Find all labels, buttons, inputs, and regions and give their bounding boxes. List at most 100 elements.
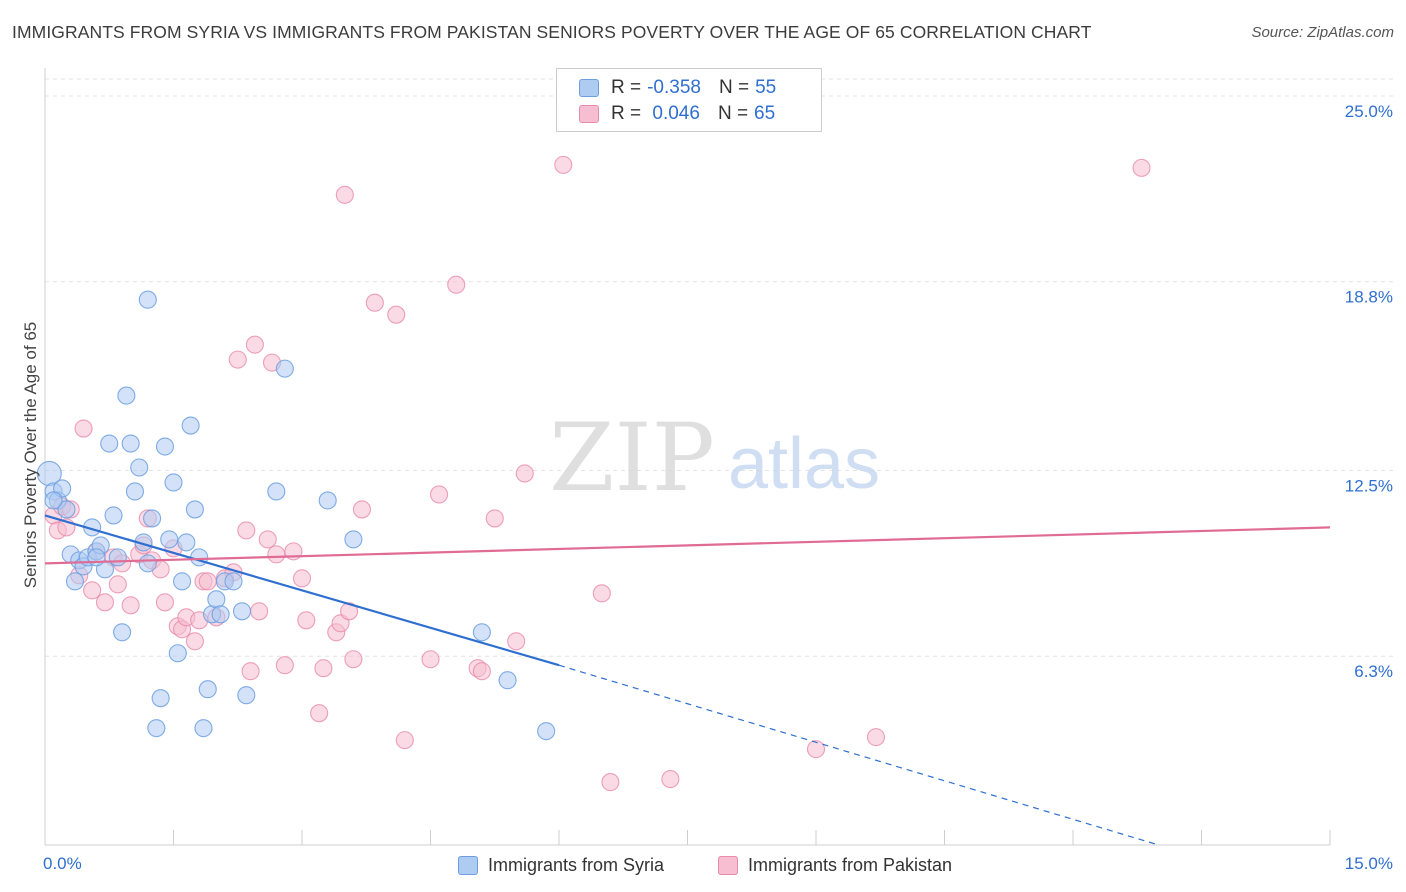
legend-row-syria: R = -0.358 N = 55	[579, 76, 776, 100]
syria-point	[498, 671, 517, 690]
pakistan-point	[485, 509, 504, 528]
watermark-atlas: atlas	[728, 424, 880, 504]
legend-n-label: N =	[717, 103, 749, 124]
syria-point	[177, 533, 196, 552]
syria-point	[138, 554, 157, 573]
pakistan-point	[275, 656, 294, 675]
syria-swatch	[579, 79, 599, 97]
syria-point	[125, 482, 144, 501]
pakistan-point	[472, 662, 491, 681]
pakistan-point	[74, 419, 93, 438]
syria-point	[138, 290, 157, 309]
syria-point	[160, 530, 179, 549]
syria-point	[117, 386, 136, 405]
legend-n-value: 65	[754, 103, 776, 124]
pakistan-point	[335, 185, 354, 204]
syria-point	[237, 686, 256, 705]
pakistan-point	[421, 650, 440, 669]
syria-point	[224, 572, 243, 591]
syria-point	[344, 530, 363, 549]
bottom-legend-syria: Immigrants from Syria	[458, 852, 664, 878]
axes	[44, 68, 1331, 846]
pakistan-point	[258, 530, 277, 549]
syria-point	[104, 506, 123, 525]
syria-point	[121, 434, 140, 453]
syria-swatch	[458, 855, 478, 875]
y-tick-label: 18.8%	[1345, 288, 1393, 307]
syria-point	[65, 572, 85, 591]
syria-point	[151, 689, 170, 708]
syria-point	[173, 572, 192, 591]
pakistan-point	[314, 659, 333, 678]
x-tick-label: 0.0%	[43, 854, 82, 873]
pakistan-point	[83, 581, 102, 600]
tick-labels: 6.3% 12.5% 18.8% 25.0% 0.0% 15.0%	[43, 102, 1393, 873]
pakistan-point	[95, 593, 115, 612]
pakistan-point	[430, 485, 449, 504]
syria-point	[318, 491, 337, 510]
legend-n-value: 55	[755, 77, 777, 98]
pakistan-point	[515, 464, 534, 483]
pakistan-point	[554, 155, 573, 174]
trend-lines	[44, 514, 1331, 846]
pakistan-point	[365, 293, 384, 312]
pakistan-point	[185, 632, 204, 651]
syria-point	[232, 602, 252, 621]
syria-point	[194, 719, 213, 738]
syria-point	[147, 719, 166, 738]
syria-trend-extension	[558, 664, 1159, 846]
bottom-legend-syria-label: Immigrants from Syria	[488, 854, 665, 875]
syria-point	[168, 644, 187, 663]
syria-point	[185, 500, 204, 519]
pakistan-point	[121, 596, 140, 615]
pakistan-point	[340, 602, 359, 621]
syria-point	[108, 548, 127, 567]
pakistan-point	[267, 545, 286, 564]
pakistan-point	[155, 593, 174, 612]
syria-point	[143, 509, 162, 528]
syria-point	[472, 623, 491, 642]
x-tick-label: 15.0%	[1345, 854, 1393, 873]
legend-r-value: 0.046	[647, 103, 700, 124]
pakistan-point	[241, 662, 260, 681]
legend-r-label: R =	[611, 77, 642, 98]
pakistan-point	[250, 602, 269, 621]
pakistan-point	[292, 569, 312, 588]
legend-r-label: R =	[611, 103, 642, 124]
legend-row-pakistan: R = 0.046 N = 65	[579, 102, 775, 126]
syria-point	[267, 482, 286, 501]
pakistan-trend-line	[44, 526, 1331, 565]
pakistan-point	[592, 584, 611, 603]
pakistan-point	[198, 572, 217, 591]
bottom-legend-pakistan: Immigrants from Pakistan	[718, 852, 952, 878]
syria-point	[100, 434, 119, 453]
pakistan-point	[661, 770, 680, 789]
y-tick-label: 6.3%	[1354, 662, 1393, 681]
syria-point	[44, 491, 63, 510]
pakistan-point	[806, 740, 826, 759]
legend-r-value: -0.358	[647, 77, 701, 98]
syria-point	[211, 605, 230, 624]
pakistan-point	[310, 704, 329, 723]
syria-point	[275, 359, 294, 378]
syria-point	[207, 590, 226, 609]
source-label: Source: ZipAtlas.com	[1251, 24, 1394, 41]
legend-n-label: N =	[718, 77, 750, 98]
syria-point	[113, 623, 132, 642]
pakistan-point	[228, 350, 247, 369]
correlation-legend: R = -0.358 N = 55 R = 0.046 N = 65	[556, 68, 822, 132]
pakistan-point	[344, 650, 363, 669]
y-tick-label: 25.0%	[1345, 102, 1393, 121]
chart-title: IMMIGRANTS FROM SYRIA VS IMMIGRANTS FROM…	[12, 22, 1092, 42]
y-tick-label: 12.5%	[1345, 476, 1393, 495]
pakistan-point	[395, 731, 414, 750]
syria-point	[537, 722, 556, 741]
syria-point	[181, 416, 200, 435]
pakistan-point	[108, 575, 127, 594]
syria-point	[190, 548, 209, 567]
syria-point	[87, 548, 106, 567]
syria-point	[130, 458, 149, 477]
pakistan-point	[601, 773, 620, 792]
pakistan-point	[245, 335, 264, 354]
